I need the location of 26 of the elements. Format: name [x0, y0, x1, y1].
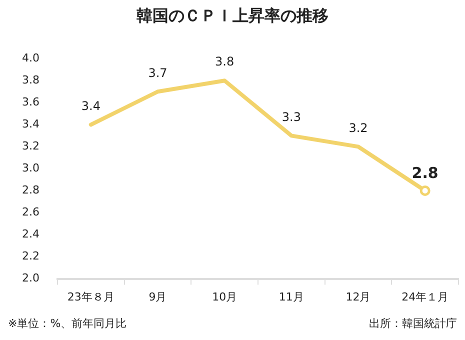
x-tick-label: 10月 — [212, 290, 238, 304]
y-tick-label: 3.6 — [22, 96, 40, 108]
x-tick-label: 9月 — [148, 290, 167, 304]
data-label: 3.2 — [348, 120, 368, 135]
x-tick-label: 24年１月 — [402, 290, 449, 304]
y-tick-label: 3.8 — [22, 73, 40, 86]
data-label: 3.4 — [81, 98, 100, 113]
y-tick-label: 3.0 — [22, 162, 40, 175]
data-label: 3.8 — [215, 54, 234, 69]
data-label: 2.8 — [412, 164, 438, 182]
y-tick-label: 2.2 — [22, 250, 40, 263]
y-tick-label: 2.0 — [22, 272, 40, 285]
x-tick-label: 23年８月 — [67, 290, 114, 304]
y-tick-label: 2.4 — [22, 228, 40, 241]
y-tick-label: 4.0 — [22, 51, 40, 64]
x-tick-label: 12月 — [346, 290, 371, 304]
data-label: 3.3 — [282, 110, 301, 124]
text: ※単位：%、前年同月比 — [8, 316, 127, 331]
y-tick-label: 2.8 — [22, 184, 40, 197]
y-tick-label: 2.6 — [22, 206, 40, 219]
x-tick-label: 11月 — [278, 290, 304, 304]
text: 出所：韓国統計庁 — [369, 316, 457, 331]
chart-title: 韓国のＣＰＩ上昇率の推移 — [136, 5, 330, 27]
y-tick-label: 3.4 — [22, 118, 40, 131]
y-tick-label: 3.2 — [22, 140, 40, 153]
data-label: 3.7 — [148, 66, 168, 80]
